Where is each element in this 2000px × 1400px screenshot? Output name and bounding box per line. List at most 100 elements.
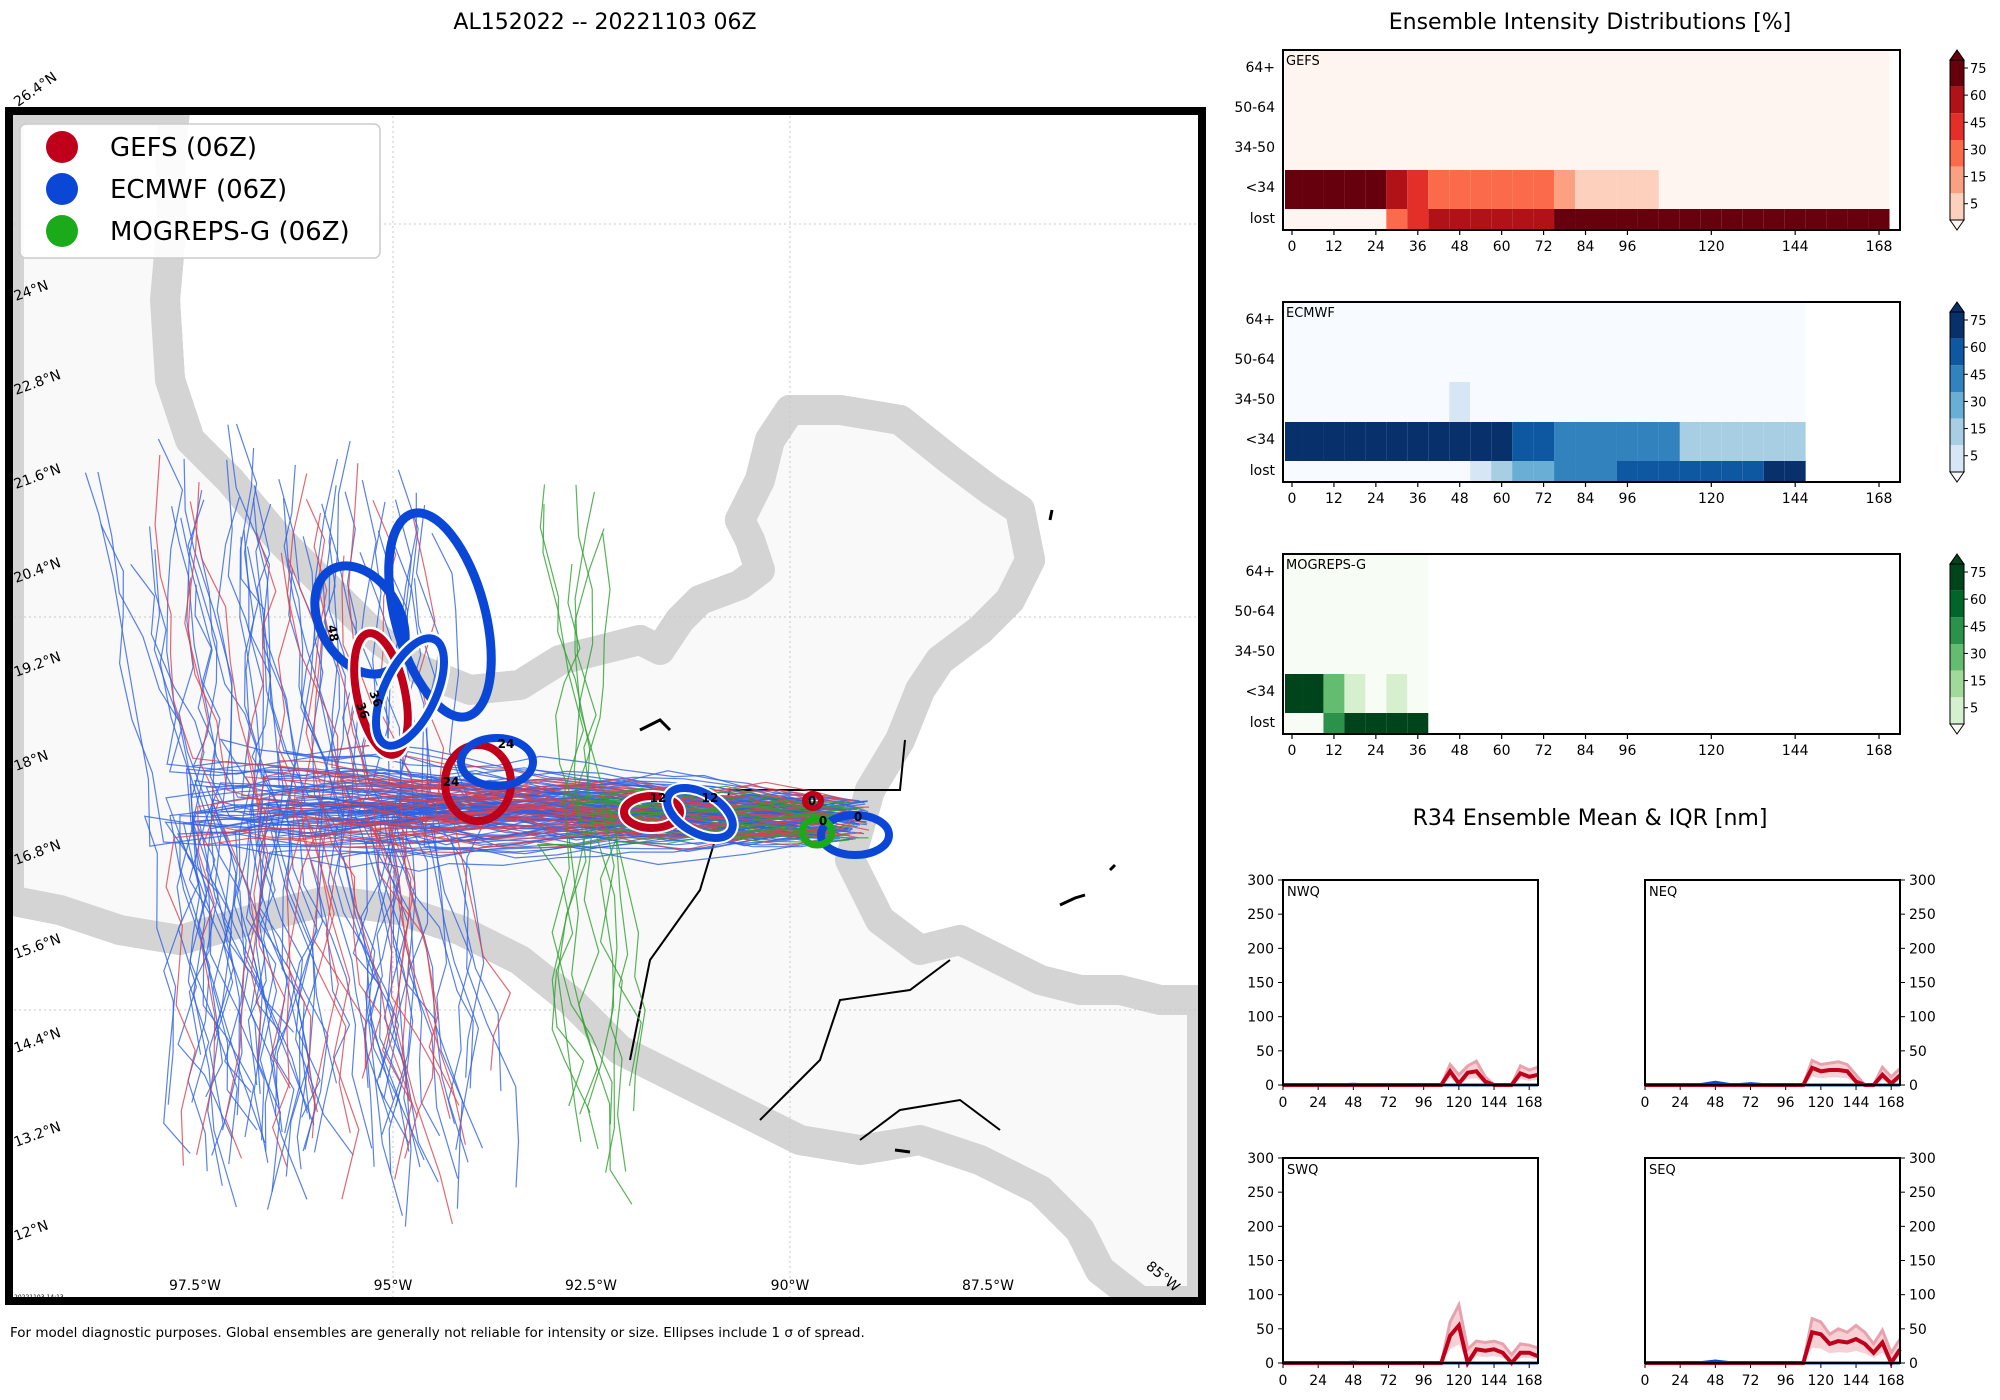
track-line — [278, 760, 830, 1070]
y-tick-label: 50 — [1256, 1044, 1274, 1060]
track-line — [551, 813, 820, 1107]
track-line — [603, 785, 858, 1087]
x-tick-label: 24 — [1367, 743, 1385, 759]
heatmap-cell — [1428, 422, 1450, 462]
heatmap-cell — [1323, 382, 1345, 422]
row-label: lost — [1250, 715, 1276, 731]
y-tick-label: 50 — [1256, 1322, 1274, 1338]
x-tick-label: 12 — [1325, 743, 1343, 759]
heatmap-cell — [1742, 422, 1764, 462]
x-tick-label: 48 — [1451, 743, 1469, 759]
heatmap-cell — [1533, 130, 1555, 170]
heatmap-cell — [1533, 302, 1555, 342]
track-line — [578, 807, 864, 1115]
heatmap-cell — [1285, 634, 1303, 674]
heatmap-cell — [1616, 50, 1638, 90]
heatmap-cell — [1285, 461, 1303, 482]
x-tick-label: 96 — [1415, 1095, 1433, 1111]
heatmap-cell — [1323, 634, 1345, 674]
heatmap-cell — [1868, 90, 1890, 130]
colorbar: 75 60 45 30 15 5 — [1949, 301, 1987, 483]
heatmap-cell — [1365, 634, 1387, 674]
heatmap-cell — [1323, 209, 1345, 230]
heatmap-cell — [1344, 302, 1366, 342]
x-tick-label: 72 — [1742, 1095, 1760, 1111]
heatmap-cell — [1742, 50, 1764, 90]
heatmap-cell — [1407, 342, 1429, 382]
colorbar-tick: 30 — [1970, 143, 1987, 158]
heatmap-cell — [1658, 209, 1680, 230]
heatmap-cell — [1365, 302, 1387, 342]
heatmap-cell — [1302, 461, 1324, 482]
colorbar-tick: 60 — [1970, 593, 1987, 608]
row-label: <34 — [1245, 432, 1275, 448]
svg-text:36: 36 — [366, 688, 385, 708]
heatmap-cell — [1533, 50, 1555, 90]
heatmap-cell — [1285, 302, 1303, 342]
heatmap-cell — [1470, 90, 1492, 130]
y-tick-label: 0 — [1265, 1356, 1274, 1372]
heatmap-cell — [1386, 461, 1408, 482]
heatmap-cell — [1491, 461, 1513, 482]
quadrant-label: NEQ — [1649, 885, 1677, 900]
heatmap-cell — [1302, 634, 1324, 674]
heatmap-cell — [1700, 50, 1722, 90]
heatmap-cell — [1847, 209, 1869, 230]
heatmap-cell — [1407, 130, 1429, 170]
y-tick-label: 100 — [1909, 1288, 1936, 1304]
heatmap-cell — [1658, 461, 1680, 482]
heatmap-cell — [1700, 382, 1722, 422]
colorbar-tick: 45 — [1970, 620, 1987, 635]
heatmap-cell — [1721, 209, 1743, 230]
heatmap-cell — [1805, 170, 1827, 210]
heatmap-cell — [1868, 130, 1890, 170]
colorbar-tick: 5 — [1970, 198, 1978, 213]
heatmap-cell — [1847, 50, 1869, 90]
svg-text:0: 0 — [808, 794, 816, 808]
heatmap-cell — [1805, 209, 1827, 230]
colorbar-tick: 60 — [1970, 89, 1987, 104]
x-tick-label: 72 — [1535, 239, 1553, 255]
heatmap-cell — [1805, 50, 1827, 90]
heatmap-cell — [1679, 342, 1701, 382]
heatmap-cell — [1365, 342, 1387, 382]
heatmap-cell — [1575, 170, 1596, 210]
x-tick-label: 144 — [1782, 239, 1809, 255]
svg-text:12: 12 — [650, 791, 667, 805]
x-tick-label: 24 — [1309, 1095, 1327, 1111]
colorbar: 75 60 45 30 15 5 — [1949, 553, 1987, 735]
row-label: lost — [1250, 463, 1276, 479]
iqr-band — [1645, 1318, 1900, 1363]
heatmap-cell — [1868, 50, 1890, 90]
y-tick-label: 250 — [1909, 1185, 1936, 1201]
x-tick-label: 12 — [1325, 491, 1343, 507]
quadrant-label: SEQ — [1649, 1163, 1676, 1178]
svg-text:87.5°W: 87.5°W — [962, 1278, 1014, 1294]
x-tick-label: 168 — [1516, 1373, 1543, 1389]
heatmap-cell — [1658, 90, 1680, 130]
heatmap-cell — [1637, 302, 1659, 342]
row-label: 34-50 — [1234, 392, 1275, 408]
x-tick-label: 144 — [1782, 491, 1809, 507]
x-tick-label: 120 — [1807, 1373, 1834, 1389]
heatmap-cell — [1302, 130, 1324, 170]
y-tick-label: 150 — [1247, 976, 1274, 992]
heatmap-cell — [1470, 422, 1492, 462]
heatmap-cell — [1323, 554, 1345, 594]
heatmap-cell — [1470, 50, 1492, 90]
heatmap-cell — [1407, 50, 1429, 90]
svg-text:24: 24 — [498, 737, 515, 751]
heatmap-cell — [1407, 302, 1429, 342]
svg-text:48: 48 — [325, 624, 342, 643]
x-tick-label: 48 — [1706, 1373, 1724, 1389]
heatmap-cell — [1323, 461, 1345, 482]
heatmap-cell — [1386, 90, 1408, 130]
x-tick-label: 0 — [1641, 1095, 1650, 1111]
intensity-heatmaps: 64+ 50-64 34-50 <34 lost GEFS 0 12 24 36 48 60 72 84 9… — [1234, 49, 1987, 759]
map-legend: GEFS (06Z) ECMWF (06Z) MOGREPS-G (06Z) — [19, 123, 381, 259]
heatmap-cell — [1386, 634, 1408, 674]
x-tick-label: 168 — [1878, 1373, 1905, 1389]
heatmap-cell — [1679, 382, 1701, 422]
legend-marker-gefs — [46, 131, 78, 163]
y-tick-label: 0 — [1909, 1078, 1918, 1094]
